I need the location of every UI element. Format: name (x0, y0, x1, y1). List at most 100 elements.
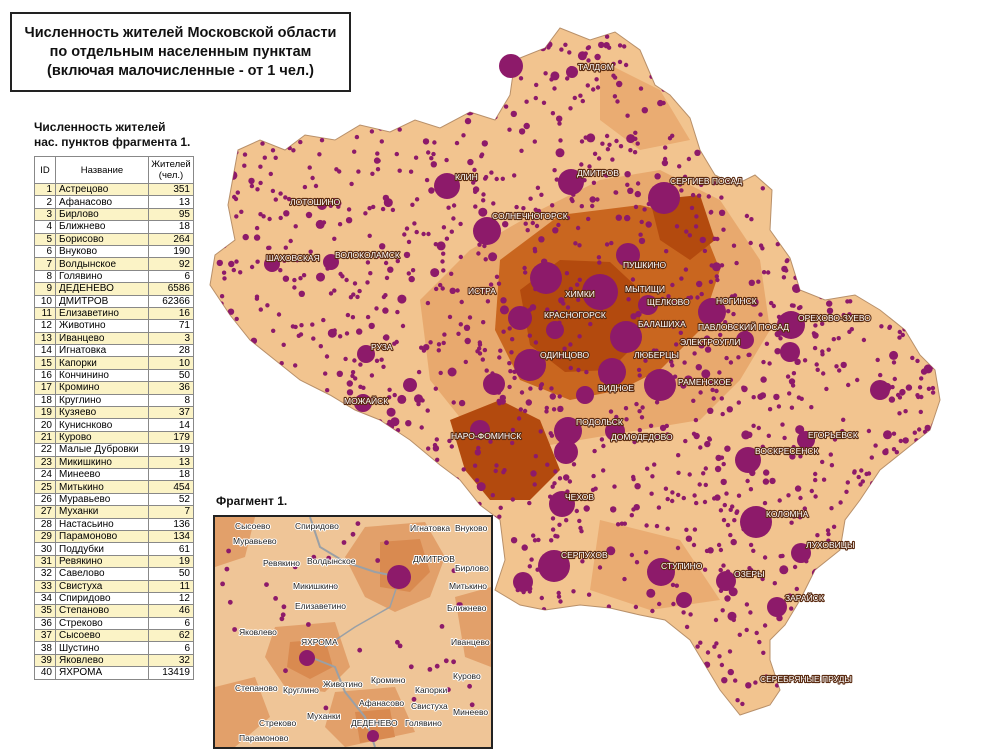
settlement-dot (447, 438, 452, 444)
settlement-dot (210, 479, 214, 484)
settlement-dot (523, 50, 529, 55)
settlement-dot (703, 63, 708, 68)
settlement-dot (471, 180, 476, 185)
city-marker (740, 506, 772, 538)
table-cell-population: 6 (148, 641, 194, 655)
settlement-dot (467, 315, 473, 320)
settlement-dot (655, 644, 660, 649)
settlement-dot (891, 675, 896, 681)
settlement-dot (278, 191, 283, 196)
settlement-dot (676, 492, 681, 498)
settlement-dot (220, 335, 227, 342)
settlement-dot (894, 450, 899, 455)
settlement-dot (720, 34, 725, 39)
settlement-dot (632, 150, 638, 155)
city-label: ПУШКИНО (623, 260, 666, 270)
settlement-dot (516, 689, 521, 694)
settlement-dot (845, 164, 851, 170)
city-label: РАМЕНСКОЕ (678, 377, 731, 387)
city-label: КРАСНОГОРСК (544, 310, 606, 320)
settlement-dot (825, 212, 830, 217)
settlement-dot (258, 212, 263, 217)
settlement-dot (531, 533, 536, 538)
settlement-dot (345, 312, 351, 318)
settlement-dot (631, 477, 636, 482)
settlement-dot (494, 176, 499, 182)
settlement-dot (891, 431, 897, 436)
settlement-dot (843, 44, 848, 49)
table-cell-id: 25 (34, 480, 56, 494)
settlement-dot (210, 432, 216, 437)
settlement-dot (289, 396, 297, 403)
settlement-dot (723, 142, 728, 147)
settlement-dot (885, 175, 891, 181)
settlement-dot (932, 421, 940, 428)
settlement-dot (630, 277, 636, 282)
table-cell-name: Малые Дубровки (55, 443, 149, 457)
settlement-dot (831, 524, 837, 529)
settlement-dot (879, 176, 884, 182)
settlement-dot (210, 608, 213, 613)
settlement-dot (772, 43, 777, 49)
settlement-dot (356, 328, 363, 335)
city-marker (566, 66, 578, 78)
column-header-population: Жителей (чел.) (148, 156, 194, 184)
settlement-dot (809, 488, 814, 494)
settlement-dot (441, 225, 447, 230)
settlement-dot (663, 145, 668, 150)
settlement-dot (458, 399, 466, 407)
settlement-dot (919, 376, 924, 381)
settlement-dot (282, 275, 290, 282)
table-row: 6 Внуково 190 (34, 244, 194, 259)
settlement-dot (631, 616, 638, 623)
settlement-dot (875, 277, 881, 283)
settlement-dot (896, 551, 901, 556)
settlement-dot (654, 434, 659, 439)
settlement-dot (238, 270, 243, 275)
settlement-dot (533, 340, 539, 345)
settlement-dot (527, 564, 532, 569)
table-cell-id: 21 (34, 430, 56, 445)
table-cell-name: Голявино (55, 269, 149, 284)
settlement-dot (383, 334, 390, 341)
settlement-dot (704, 440, 711, 448)
settlement-dot (610, 649, 616, 654)
settlement-dot (308, 415, 314, 420)
settlement-dot (398, 440, 403, 446)
settlement-dot (591, 710, 599, 715)
settlement-dot (921, 488, 926, 493)
settlement-dot (824, 386, 829, 392)
settlement-dot (481, 198, 486, 203)
settlement-dot (724, 491, 729, 496)
settlement-dot (311, 336, 316, 341)
settlement-dot (577, 277, 582, 282)
settlement-dot (895, 39, 901, 44)
settlement-dot (533, 95, 538, 101)
settlement-dot (802, 358, 808, 363)
settlement-dot (612, 94, 618, 99)
settlement-dot (875, 483, 880, 488)
city-marker (473, 217, 501, 245)
settlement-dot (678, 676, 687, 686)
settlement-dot (497, 97, 502, 103)
table-row: 37 Сысоево 62 (34, 629, 194, 643)
city-marker (598, 358, 626, 386)
settlement-dot (591, 87, 596, 92)
table-cell-population: 46 (148, 604, 194, 618)
settlement-dot (316, 272, 325, 282)
table-cell-population: 19 (148, 443, 194, 457)
settlement-dot (892, 32, 897, 38)
settlement-dot (400, 323, 406, 329)
settlement-dot (588, 321, 593, 327)
table-cell-population: 62 (148, 629, 194, 643)
city-label: НАРО-ФОМИНСК (451, 431, 521, 441)
city-label: НОГИНСК (716, 296, 757, 306)
settlement-dot (837, 40, 842, 45)
settlement-dot (324, 354, 330, 359)
settlement-dot (557, 704, 565, 711)
settlement-dot (576, 297, 581, 302)
settlement-dot (654, 400, 660, 405)
settlement-dot (223, 107, 229, 112)
settlement-dot (762, 623, 768, 628)
settlement-dot (760, 186, 765, 191)
